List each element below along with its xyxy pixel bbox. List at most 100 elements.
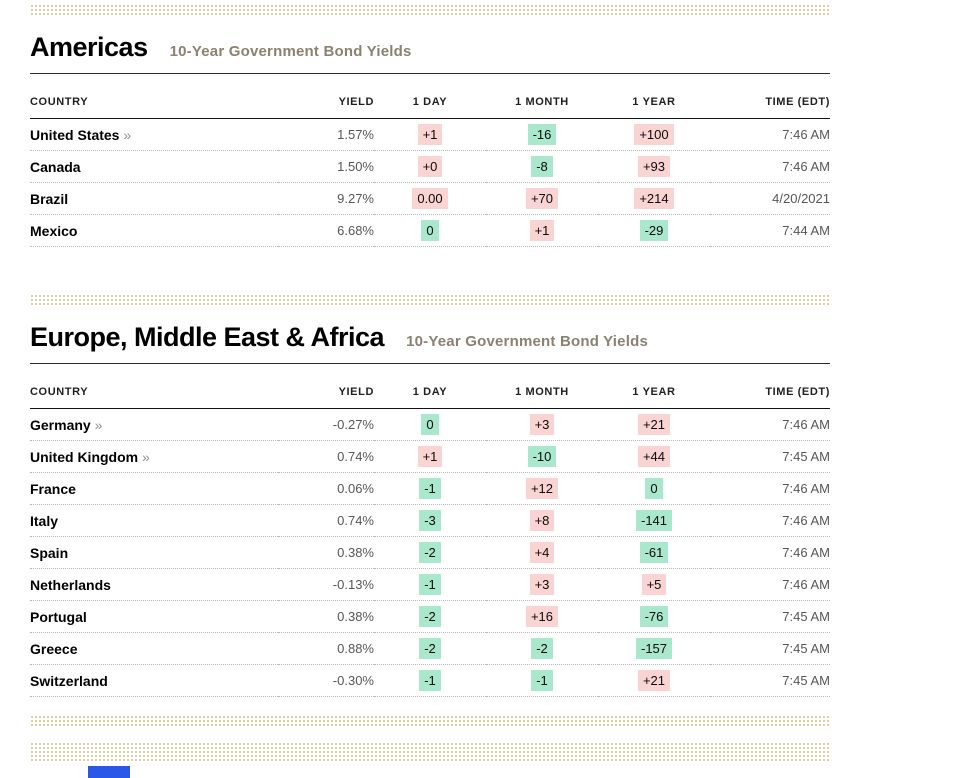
change-cell: +100 <box>598 118 710 151</box>
table-row: Brazil 9.27% 0.00 +70 +214 4/20/2021 <box>30 182 830 215</box>
change-cell: +3 <box>486 408 598 441</box>
country-link[interactable]: Canada <box>30 150 278 183</box>
section-emea: Europe, Middle East & Africa 10-Year Gov… <box>30 322 830 697</box>
change-1day-badge: +0 <box>417 156 443 177</box>
change-cell: +1 <box>374 440 486 473</box>
yield-value: 9.27% <box>278 182 374 215</box>
change-1month-badge: -2 <box>531 638 553 659</box>
change-cell: -157 <box>598 632 710 665</box>
header-row: COUNTRY YIELD 1 DAY 1 MONTH 1 YEAR TIME (EDT) <box>30 364 830 409</box>
change-1month-badge: +3 <box>529 574 555 595</box>
change-cell: +12 <box>486 472 598 505</box>
change-1year-badge: +100 <box>634 124 674 145</box>
country-link[interactable]: Italy <box>30 504 278 537</box>
change-1year-badge: -76 <box>639 606 669 627</box>
change-cell: -2 <box>374 536 486 569</box>
yield-value: 0.88% <box>278 632 374 665</box>
time-value: 7:46 AM <box>710 118 830 151</box>
change-cell: -1 <box>374 472 486 505</box>
country-name: United States <box>30 126 120 143</box>
section-subtitle: 10-Year Government Bond Yields <box>169 43 412 60</box>
country-link[interactable]: Brazil <box>30 182 278 215</box>
table-body: Germany » -0.27% 0 +3 +21 7:46 AM United Kingd… <box>30 408 830 697</box>
country-link-chevron-icon: » <box>138 448 150 465</box>
change-1year-badge: -157 <box>635 638 673 659</box>
country-link[interactable]: Germany » <box>30 408 278 441</box>
change-cell: -29 <box>598 214 710 247</box>
table-row: Spain 0.38% -2 +4 -61 7:46 AM <box>30 536 830 569</box>
change-cell: -2 <box>374 600 486 633</box>
country-name: Germany <box>30 416 91 433</box>
column-header: 1 DAY <box>374 74 486 119</box>
column-header: YIELD <box>278 364 374 409</box>
ad-placeholder-band <box>30 294 830 306</box>
country-name: Spain <box>30 544 69 561</box>
table-row: Canada 1.50% +0 -8 +93 7:46 AM <box>30 150 830 183</box>
partial-ad-fragment <box>88 766 130 778</box>
change-cell: +1 <box>486 214 598 247</box>
time-value: 7:46 AM <box>710 150 830 183</box>
column-header: 1 MONTH <box>486 364 598 409</box>
country-link[interactable]: Netherlands <box>30 568 278 601</box>
country-link[interactable]: United Kingdom » <box>30 440 278 473</box>
section-header: Europe, Middle East & Africa 10-Year Gov… <box>30 322 830 353</box>
change-cell: -76 <box>598 600 710 633</box>
column-header: COUNTRY <box>30 364 278 409</box>
country-link[interactable]: Mexico <box>30 214 278 247</box>
change-1year-badge: 0 <box>645 478 663 499</box>
section-header: Americas 10-Year Government Bond Yields <box>30 32 830 63</box>
change-cell: +16 <box>486 600 598 633</box>
country-link[interactable]: Portugal <box>30 600 278 633</box>
bond-yields-table: COUNTRY YIELD 1 DAY 1 MONTH 1 YEAR TIME (EDT)… <box>30 74 830 247</box>
change-1day-badge: -2 <box>419 606 441 627</box>
change-cell: +1 <box>374 118 486 151</box>
column-header: TIME (EDT) <box>710 74 830 119</box>
change-cell: -141 <box>598 504 710 537</box>
section-title: Americas <box>30 32 148 62</box>
change-1day-badge: -1 <box>419 478 441 499</box>
time-value: 7:45 AM <box>710 632 830 665</box>
change-1day-badge: 0.00 <box>412 188 448 209</box>
change-1day-badge: -2 <box>419 638 441 659</box>
table-row: Switzerland -0.30% -1 -1 +21 7:45 AM <box>30 664 830 697</box>
change-1month-badge: -1 <box>531 670 553 691</box>
country-name: Italy <box>30 512 59 529</box>
change-cell: 0.00 <box>374 182 486 215</box>
time-value: 7:46 AM <box>710 536 830 569</box>
yield-value: 6.68% <box>278 214 374 247</box>
country-link[interactable]: Switzerland <box>30 664 278 697</box>
change-1month-badge: +70 <box>525 188 559 209</box>
country-link[interactable]: France <box>30 472 278 505</box>
change-1month-badge: +4 <box>529 542 555 563</box>
time-value: 7:45 AM <box>710 440 830 473</box>
country-name: Mexico <box>30 222 78 239</box>
country-link-chevron-icon: » <box>119 126 132 143</box>
yield-value: 0.38% <box>278 536 374 569</box>
change-cell: +214 <box>598 182 710 215</box>
change-cell: -2 <box>374 632 486 665</box>
country-link[interactable]: United States » <box>30 118 278 151</box>
table-row: Greece 0.88% -2 -2 -157 7:45 AM <box>30 632 830 665</box>
change-cell: 0 <box>598 472 710 505</box>
change-cell: -8 <box>486 150 598 183</box>
change-1month-badge: -10 <box>527 446 557 467</box>
country-link[interactable]: Greece <box>30 632 278 665</box>
change-1year-badge: +93 <box>637 156 671 177</box>
change-1year-badge: -61 <box>639 542 669 563</box>
ad-placeholder-band <box>30 742 830 762</box>
change-1day-badge: +1 <box>417 124 443 145</box>
country-name: Portugal <box>30 608 87 625</box>
change-1day-badge: +1 <box>417 446 443 467</box>
yield-value: 0.74% <box>278 440 374 473</box>
header-row: COUNTRY YIELD 1 DAY 1 MONTH 1 YEAR TIME (EDT) <box>30 74 830 119</box>
yield-value: 0.06% <box>278 472 374 505</box>
country-name: Netherlands <box>30 576 111 593</box>
change-1year-badge: -29 <box>639 220 669 241</box>
change-cell: +93 <box>598 150 710 183</box>
table-header: COUNTRY YIELD 1 DAY 1 MONTH 1 YEAR TIME (EDT) <box>30 74 830 119</box>
table-row: Netherlands -0.13% -1 +3 +5 7:46 AM <box>30 568 830 601</box>
country-link[interactable]: Spain <box>30 536 278 569</box>
time-value: 7:46 AM <box>710 568 830 601</box>
column-header: 1 YEAR <box>598 74 710 119</box>
change-cell: +21 <box>598 408 710 441</box>
